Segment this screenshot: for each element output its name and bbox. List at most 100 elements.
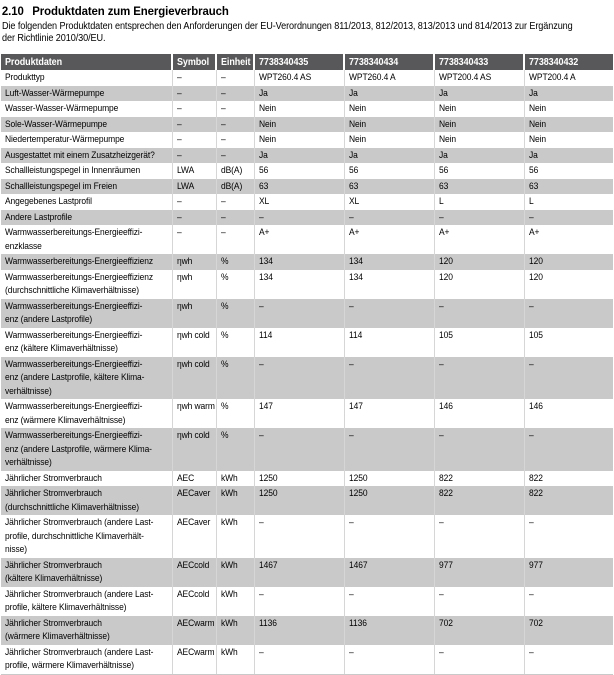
unit-cell: dB(A) — [215, 163, 254, 179]
value-cell: – — [253, 209, 344, 225]
table-row: Ausgestattet mit einem Zusatzheizgerät? … — [1, 147, 613, 163]
product-label-cell: Jährlicher Stromverbrauch (andere Last- … — [5, 517, 154, 555]
value-cell: – — [523, 298, 613, 328]
value-cell: 114 — [253, 327, 344, 357]
value-cell: – — [433, 586, 524, 616]
symbol-cell: – — [171, 147, 216, 163]
col-header-symbol: Symbol — [171, 54, 216, 70]
unit-cell: – — [215, 194, 254, 210]
symbol-cell: AECwarm — [171, 615, 216, 645]
table-row: Schallleistungspegel im Freien LWA dB(A)… — [1, 178, 613, 194]
unit-cell: kWh — [215, 557, 254, 587]
value-cell: – — [343, 515, 434, 558]
value-cell: L — [523, 194, 613, 210]
symbol-cell: – — [171, 101, 216, 117]
table-row: Angegebenes Lastprofil – – XL XL L L — [1, 194, 613, 210]
table-row: Niedertemperatur-Wärmepumpe – – Nein Nei… — [1, 132, 613, 148]
value-cell: 134 — [253, 254, 344, 270]
product-label-cell: Warmwasserbereitungs-Energieeffizi- enz … — [5, 300, 143, 326]
unit-cell: – — [215, 147, 254, 163]
value-cell: 822 — [433, 486, 524, 515]
value-cell: 702 — [523, 615, 613, 645]
value-cell: 147 — [343, 399, 434, 428]
value-cell: 63 — [343, 178, 434, 194]
value-cell: 1250 — [253, 470, 344, 486]
value-cell: XL — [343, 194, 434, 210]
value-cell: 146 — [433, 399, 524, 428]
value-cell: 822 — [523, 486, 613, 515]
value-cell: – — [253, 356, 344, 399]
value-cell: 56 — [253, 163, 344, 179]
table-row: Warmwasserbereitungs-Energieeffizi- enz … — [1, 428, 613, 471]
unit-cell: % — [215, 254, 254, 270]
table-row: Jährlicher Stromverbrauch (andere Last- … — [1, 515, 613, 558]
value-cell: – — [433, 209, 524, 225]
value-cell: XL — [253, 194, 344, 210]
symbol-cell: ηwh — [171, 254, 216, 270]
table-row: Warmwasserbereitungs-Energieeffizi- enzk… — [1, 225, 613, 254]
unit-cell: % — [215, 428, 254, 471]
product-label-cell: Jährlicher Stromverbrauch (andere Last- … — [5, 588, 154, 614]
symbol-cell: – — [171, 116, 216, 132]
value-cell: – — [523, 356, 613, 399]
value-cell: 63 — [433, 178, 524, 194]
value-cell: Nein — [523, 116, 613, 132]
product-label-cell: Jährlicher Stromverbrauch (wärmere Klima… — [5, 617, 110, 643]
product-label-cell: Jährlicher Stromverbrauch (andere Last- … — [5, 646, 154, 672]
table-row: Andere Lastprofile – – – – – – — [1, 209, 613, 225]
value-cell: Ja — [433, 147, 524, 163]
value-cell: WPT200.4 A — [523, 70, 613, 86]
product-data-table: Produktdaten Symbol Einheit 7738340435 7… — [1, 54, 613, 674]
value-cell: – — [253, 428, 344, 471]
value-cell: Nein — [343, 116, 434, 132]
value-cell: Ja — [343, 147, 434, 163]
value-cell: 1136 — [253, 615, 344, 645]
product-label-cell: Warmwasserbereitungs-Energieeffizienz — [5, 256, 154, 267]
table-row: Jährlicher Stromverbrauch (wärmere Klima… — [1, 615, 613, 645]
value-cell: – — [253, 644, 344, 674]
col-header-article-3: 7738340433 — [433, 54, 524, 70]
value-cell: 702 — [433, 615, 524, 645]
product-label-cell: Luft-Wasser-Wärmepumpe — [5, 87, 105, 99]
table-bottom-strip — [1, 673, 613, 675]
unit-cell: – — [215, 132, 254, 148]
product-label-cell: Warmwasserbereitungs-Energieeffizi- enz … — [5, 401, 143, 426]
value-cell: – — [523, 209, 613, 225]
value-cell: Ja — [523, 147, 613, 163]
unit-cell: – — [215, 116, 254, 132]
unit-cell: % — [215, 327, 254, 357]
unit-cell: % — [215, 298, 254, 328]
symbol-cell: – — [171, 132, 216, 148]
unit-cell: % — [215, 399, 254, 428]
table-row: Luft-Wasser-Wärmepumpe – – Ja Ja Ja Ja — [1, 85, 613, 101]
intro-paragraph: Die folgenden Produktdaten entsprechen d… — [2, 21, 573, 44]
unit-cell: kWh — [215, 586, 254, 616]
value-cell: 56 — [343, 163, 434, 179]
table-row: Warmwasserbereitungs-Energieeffizienz ηw… — [1, 254, 613, 270]
unit-cell: % — [215, 269, 254, 299]
table-row: Wasser-Wasser-Wärmepumpe – – Nein Nein N… — [1, 101, 613, 117]
table-header-row: Produktdaten Symbol Einheit 7738340435 7… — [1, 54, 613, 70]
unit-cell: kWh — [215, 515, 254, 558]
value-cell: – — [253, 298, 344, 328]
unit-cell: dB(A) — [215, 178, 254, 194]
symbol-cell: LWA — [171, 163, 216, 179]
value-cell: 1250 — [343, 470, 434, 486]
unit-cell: kWh — [215, 615, 254, 645]
product-label-cell: Warmwasserbereitungs-Energieeffizi- enz … — [5, 430, 152, 468]
value-cell: WPT260.4 A — [343, 70, 434, 86]
symbol-cell: LWA — [171, 178, 216, 194]
value-cell: – — [523, 428, 613, 471]
value-cell: 56 — [523, 163, 613, 179]
value-cell: A+ — [253, 225, 344, 254]
value-cell: – — [343, 644, 434, 674]
table-row: Sole-Wasser-Wärmepumpe – – Nein Nein Nei… — [1, 116, 613, 132]
product-label-cell: Warmwasserbereitungs-Energieeffizienz (d… — [5, 271, 154, 297]
symbol-cell: – — [171, 70, 216, 86]
value-cell: Nein — [433, 101, 524, 117]
value-cell: – — [343, 356, 434, 399]
table-row: Warmwasserbereitungs-Energieeffizienz (d… — [1, 269, 613, 299]
value-cell: – — [433, 356, 524, 399]
value-cell: 1136 — [343, 615, 434, 645]
